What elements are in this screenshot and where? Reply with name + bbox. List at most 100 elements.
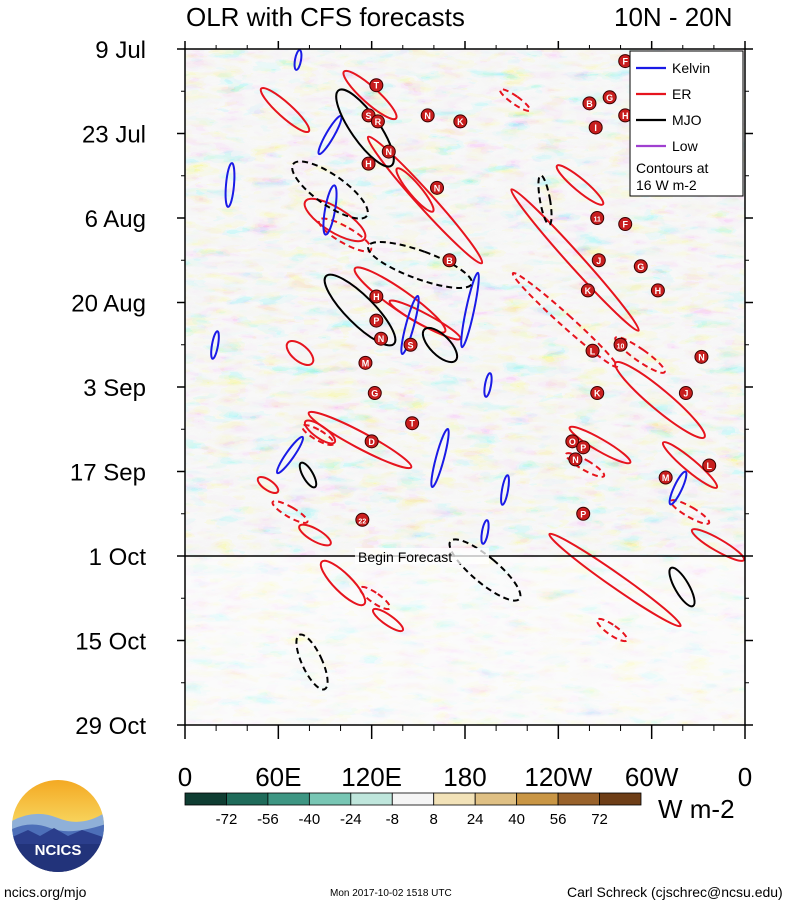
kelvin-wave-contour bbox=[483, 372, 493, 398]
colorbar-unit-label: W m-2 bbox=[658, 794, 735, 824]
storm-marker bbox=[602, 90, 617, 105]
storm-marker bbox=[590, 211, 605, 225]
storm-marker bbox=[361, 156, 376, 171]
kelvin-wave-contour bbox=[500, 474, 510, 506]
storm-label: D bbox=[368, 437, 375, 447]
colorbar-tick-label: -72 bbox=[216, 811, 238, 828]
er-wave-contour bbox=[319, 559, 367, 607]
legend-label-mjo: MJO bbox=[672, 112, 702, 128]
colorbar-swatch bbox=[433, 792, 476, 806]
er-wave-contour bbox=[301, 424, 335, 446]
mjo-wave-contour bbox=[291, 160, 369, 220]
storm-marker bbox=[355, 512, 370, 527]
storm-label: 22 bbox=[358, 518, 366, 525]
storm-marker bbox=[576, 506, 591, 521]
storm-label: O bbox=[569, 437, 576, 447]
storm-marker bbox=[370, 114, 385, 129]
storm-marker bbox=[565, 434, 580, 449]
storm-label: L bbox=[590, 346, 596, 356]
er-wave-contour bbox=[499, 88, 531, 112]
storm-marker bbox=[568, 452, 583, 467]
colorbar-tick-label: 56 bbox=[550, 811, 567, 828]
er-wave-contour bbox=[614, 360, 706, 440]
mjo-wave-contour bbox=[367, 241, 473, 289]
wave-contours bbox=[210, 49, 745, 691]
x-tick-label: 0 bbox=[738, 762, 752, 792]
er-wave-contour bbox=[298, 523, 332, 547]
colorbar-swatch bbox=[599, 792, 642, 806]
er-wave-contour bbox=[555, 164, 605, 206]
y-tick-label: 17 Sep bbox=[70, 460, 146, 487]
legend-label-low: Low bbox=[672, 138, 699, 154]
colorbar-tick-label: 8 bbox=[430, 811, 438, 828]
storm-marker bbox=[369, 313, 384, 328]
y-tick-label: 23 Jul bbox=[82, 122, 146, 149]
storm-label: S bbox=[366, 111, 372, 121]
storm-label: N bbox=[424, 111, 431, 121]
x-axis-tick-labels: 0 60E 120E 180 120W 60W 0 bbox=[178, 762, 752, 792]
colorbar-swatch bbox=[267, 792, 310, 806]
storm-label: G bbox=[371, 389, 378, 399]
y-tick-label: 1 Oct bbox=[89, 544, 147, 571]
er-wave-contour bbox=[510, 188, 640, 332]
colorbar-swatch bbox=[184, 792, 227, 806]
storm-label: M bbox=[362, 358, 370, 368]
footer-url: ncics.org/mjo bbox=[4, 884, 87, 900]
er-wave-contour bbox=[661, 441, 719, 489]
kelvin-wave-contour bbox=[293, 49, 303, 71]
x-tick-label: 60W bbox=[625, 762, 679, 792]
storm-label: P bbox=[373, 316, 379, 326]
storm-label: 10 bbox=[617, 343, 625, 350]
storm-label: H bbox=[655, 286, 662, 296]
storm-marker bbox=[694, 349, 709, 364]
storm-label: K bbox=[457, 117, 464, 127]
storm-label: I bbox=[594, 123, 597, 133]
x-tick-label: 120W bbox=[524, 762, 592, 792]
storm-label: P bbox=[580, 443, 586, 453]
storm-label: G bbox=[606, 93, 613, 103]
er-wave-contour bbox=[511, 271, 619, 369]
storm-marker bbox=[430, 180, 444, 195]
storm-marker bbox=[374, 331, 388, 346]
y-tick-label: 29 Oct bbox=[75, 713, 146, 740]
kelvin-wave-contour bbox=[460, 271, 480, 349]
storm-marker bbox=[369, 78, 384, 93]
y-tick-label: 15 Oct bbox=[75, 629, 146, 656]
storm-label: T bbox=[409, 419, 415, 429]
storm-label: B bbox=[446, 256, 453, 266]
mjo-wave-contour bbox=[421, 326, 459, 364]
storm-label: N bbox=[386, 147, 393, 157]
storm-label: H bbox=[622, 111, 629, 121]
colorbar-tick-label: -40 bbox=[299, 811, 321, 828]
colorbar-swatch bbox=[308, 792, 352, 806]
x-tick-label: 0 bbox=[178, 762, 192, 792]
storm-marker bbox=[367, 386, 382, 401]
colorbar-swatch bbox=[391, 792, 435, 806]
er-wave-contour bbox=[548, 532, 682, 628]
storm-label: P bbox=[580, 509, 586, 519]
kelvin-wave-contour bbox=[480, 519, 490, 545]
er-wave-contour bbox=[317, 217, 373, 253]
x-tick-label: 180 bbox=[443, 762, 486, 792]
latitude-band-title: 10N - 20N bbox=[614, 2, 733, 32]
colorbar-tick-label: 24 bbox=[467, 811, 484, 828]
storm-label: F bbox=[622, 220, 628, 230]
er-wave-contour bbox=[271, 500, 309, 524]
storm-label: J bbox=[596, 256, 601, 266]
colorbar-swatch bbox=[516, 792, 559, 806]
storm-marker bbox=[650, 283, 665, 298]
er-wave-contour bbox=[371, 607, 405, 633]
storm-label: H bbox=[373, 292, 380, 302]
kelvin-wave-contour bbox=[668, 470, 688, 506]
kelvin-wave-contour bbox=[224, 162, 236, 208]
er-wave-contour bbox=[690, 528, 745, 562]
colorbar-tick-label: -24 bbox=[340, 811, 362, 828]
y-tick-label: 6 Aug bbox=[85, 206, 146, 233]
storm-marker bbox=[658, 470, 673, 485]
er-wave-contour bbox=[256, 475, 280, 495]
er-wave-contour bbox=[595, 617, 629, 643]
storm-marker bbox=[582, 96, 597, 111]
kelvin-wave-contour bbox=[400, 295, 420, 355]
storm-label: N bbox=[698, 352, 705, 362]
storm-marker bbox=[369, 289, 384, 304]
